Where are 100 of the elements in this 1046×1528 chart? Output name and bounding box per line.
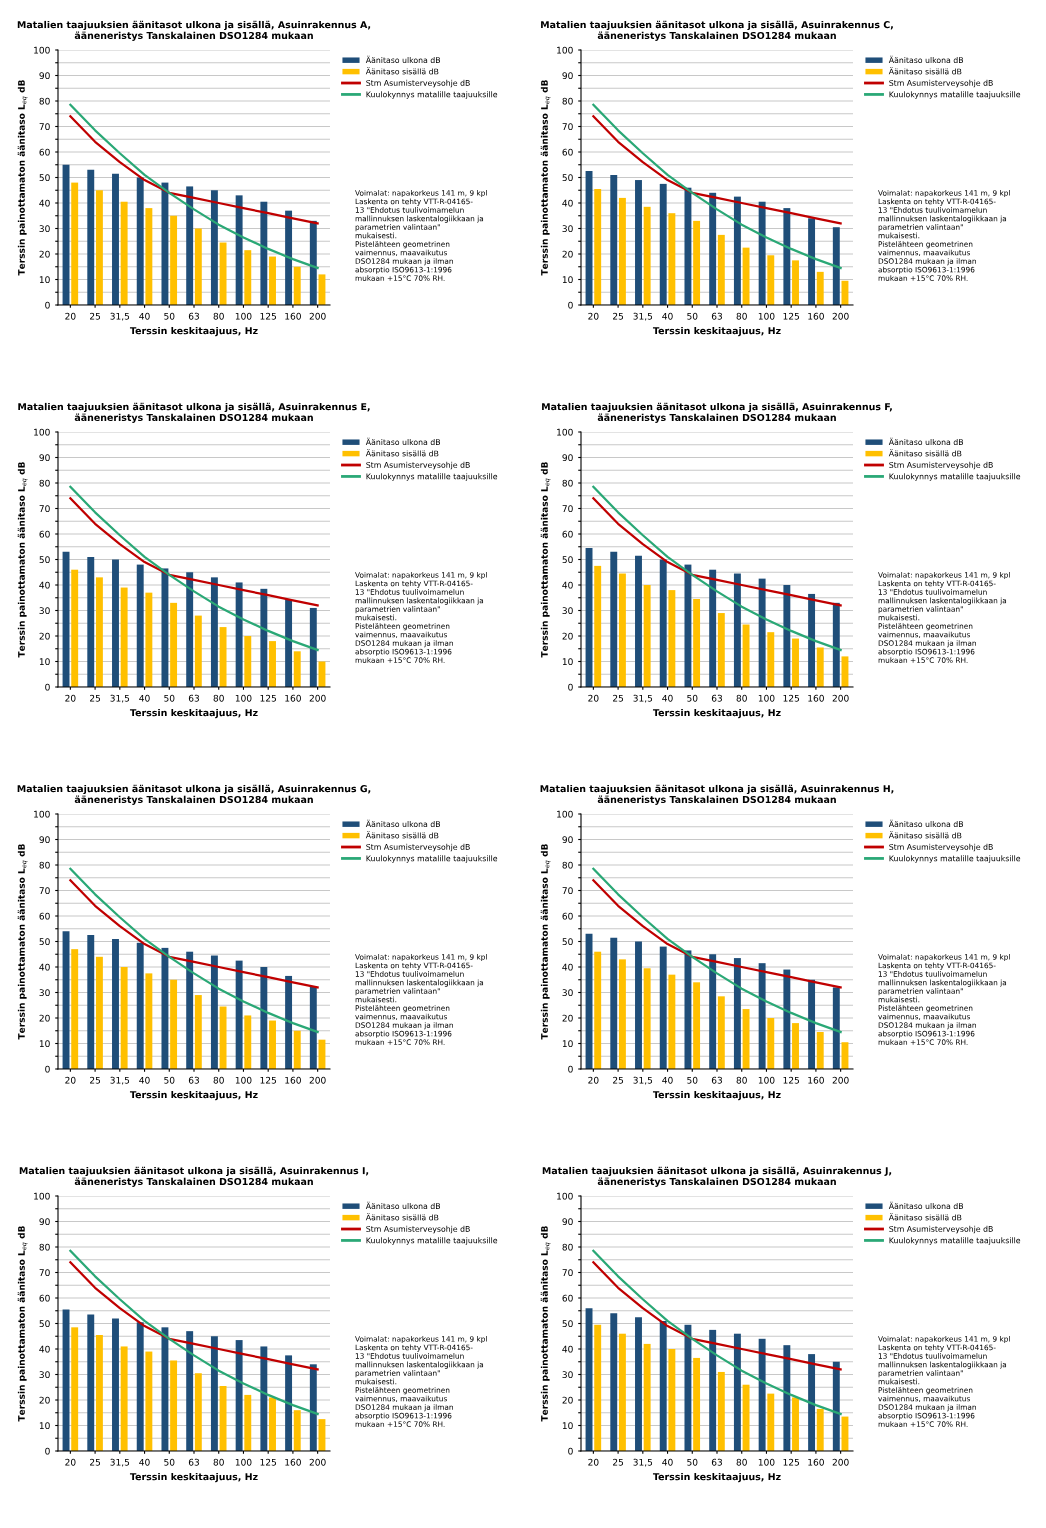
bar: [285, 210, 293, 305]
bar: [659, 183, 667, 305]
bar: [95, 577, 103, 687]
y-tick-label: 30: [562, 225, 573, 233]
x-tick-label: 125: [260, 694, 277, 702]
bar: [594, 565, 602, 687]
x-tick-label: 80: [736, 1458, 747, 1466]
x-tick-label: 160: [285, 1076, 301, 1084]
bar: [293, 1410, 301, 1451]
bar: [808, 218, 816, 305]
x-tick-label: 200: [309, 1076, 326, 1084]
y-tick-label: 50: [39, 174, 50, 182]
y-axis-title: Terssin painottamaton äänitaso L$_{eq}$ dB: [17, 462, 28, 658]
x-tick-label: 160: [285, 312, 301, 320]
bar: [244, 1015, 252, 1069]
y-tick-label: 70: [39, 505, 50, 513]
bar: [808, 1354, 816, 1451]
y-tick-label: 60: [39, 912, 50, 920]
bar: [767, 255, 775, 305]
x-tick-label: 31,5: [633, 1076, 653, 1085]
x-tick-label: 25: [90, 312, 101, 320]
x-axis-title: Terssin keskitaajuus, Hz: [652, 708, 781, 719]
bar: [186, 1331, 194, 1451]
y-tick-label: 50: [39, 556, 50, 564]
bar: [610, 1313, 618, 1451]
x-tick-label: 125: [783, 694, 800, 702]
x-tick-label: 100: [235, 1458, 252, 1466]
bar: [816, 271, 824, 305]
x-tick-label: 160: [808, 694, 824, 702]
bar: [733, 196, 741, 305]
bar: [161, 568, 169, 687]
x-tick-label: 40: [662, 694, 673, 702]
y-tick-label: 60: [562, 148, 573, 156]
bar: [235, 195, 243, 305]
bar: [136, 564, 144, 687]
x-axis-title: Terssin keskitaajuus, Hz: [652, 1090, 781, 1101]
x-tick-label: 125: [783, 1458, 800, 1466]
x-tick-label: 40: [139, 694, 150, 702]
y-tick-label: 10: [39, 658, 50, 666]
y-tick-label: 50: [562, 1320, 573, 1328]
x-tick-label: 80: [213, 312, 224, 320]
x-tick-label: 100: [235, 1076, 252, 1084]
bar: [717, 1371, 725, 1451]
bar: [610, 937, 618, 1069]
x-axis-title: Terssin keskitaajuus, Hz: [129, 708, 258, 719]
x-tick-label: 31,5: [110, 694, 130, 703]
bar: [71, 949, 79, 1069]
x-tick-label: 63: [188, 312, 200, 320]
bar: [95, 1334, 103, 1451]
y-tick-label: 90: [39, 72, 50, 80]
bar: [235, 1340, 243, 1451]
bar: [87, 556, 95, 687]
x-tick-label: 20: [588, 312, 599, 320]
bar: [145, 1351, 153, 1451]
x-tick-label: 125: [783, 312, 800, 320]
y-tick-label: 10: [39, 1422, 50, 1430]
x-tick-label: 100: [758, 694, 775, 702]
y-tick-label: 80: [39, 1243, 50, 1251]
x-tick-label: 125: [260, 1458, 277, 1466]
x-tick-label: 100: [758, 1076, 775, 1084]
bar: [145, 592, 153, 687]
y-tick-label: 100: [34, 1192, 50, 1200]
y-tick-label: 10: [39, 276, 50, 284]
bar: [643, 585, 651, 687]
y-tick-label: 20: [39, 250, 50, 258]
x-tick-label: 20: [65, 1458, 76, 1466]
x-tick-label: 200: [832, 1458, 849, 1466]
y-tick-label: 70: [39, 887, 50, 895]
x-tick-label: 160: [285, 694, 301, 702]
bar: [733, 1333, 741, 1451]
x-tick-label: 50: [164, 1458, 175, 1466]
y-tick-label: 40: [562, 581, 573, 589]
y-tick-label: 100: [34, 810, 50, 818]
line-series: [69, 879, 319, 989]
bar: [816, 647, 824, 687]
bar: [112, 173, 119, 305]
bar: [610, 551, 618, 687]
x-tick-label: 20: [65, 312, 76, 320]
y-tick-label: 0: [568, 683, 573, 691]
bar: [293, 651, 301, 687]
bar: [210, 577, 218, 687]
x-tick-label: 200: [309, 694, 326, 702]
y-tick-label: 100: [557, 1192, 573, 1200]
x-tick-label: 20: [65, 694, 76, 702]
bar: [635, 555, 642, 687]
bar: [87, 169, 95, 305]
x-tick-label: 40: [662, 1076, 673, 1084]
bar: [87, 1314, 95, 1451]
line-series: [592, 867, 842, 1034]
x-tick-label: 200: [832, 312, 849, 320]
y-tick-label: 10: [562, 276, 573, 284]
bar: [309, 220, 317, 305]
x-tick-label: 50: [687, 694, 698, 702]
bar: [832, 1361, 840, 1451]
y-tick-label: 20: [562, 250, 573, 258]
y-tick-label: 30: [39, 225, 50, 233]
x-tick-label: 63: [188, 1458, 200, 1466]
bar: [161, 947, 169, 1069]
y-tick-label: 0: [45, 683, 50, 691]
x-tick-label: 50: [164, 312, 175, 320]
